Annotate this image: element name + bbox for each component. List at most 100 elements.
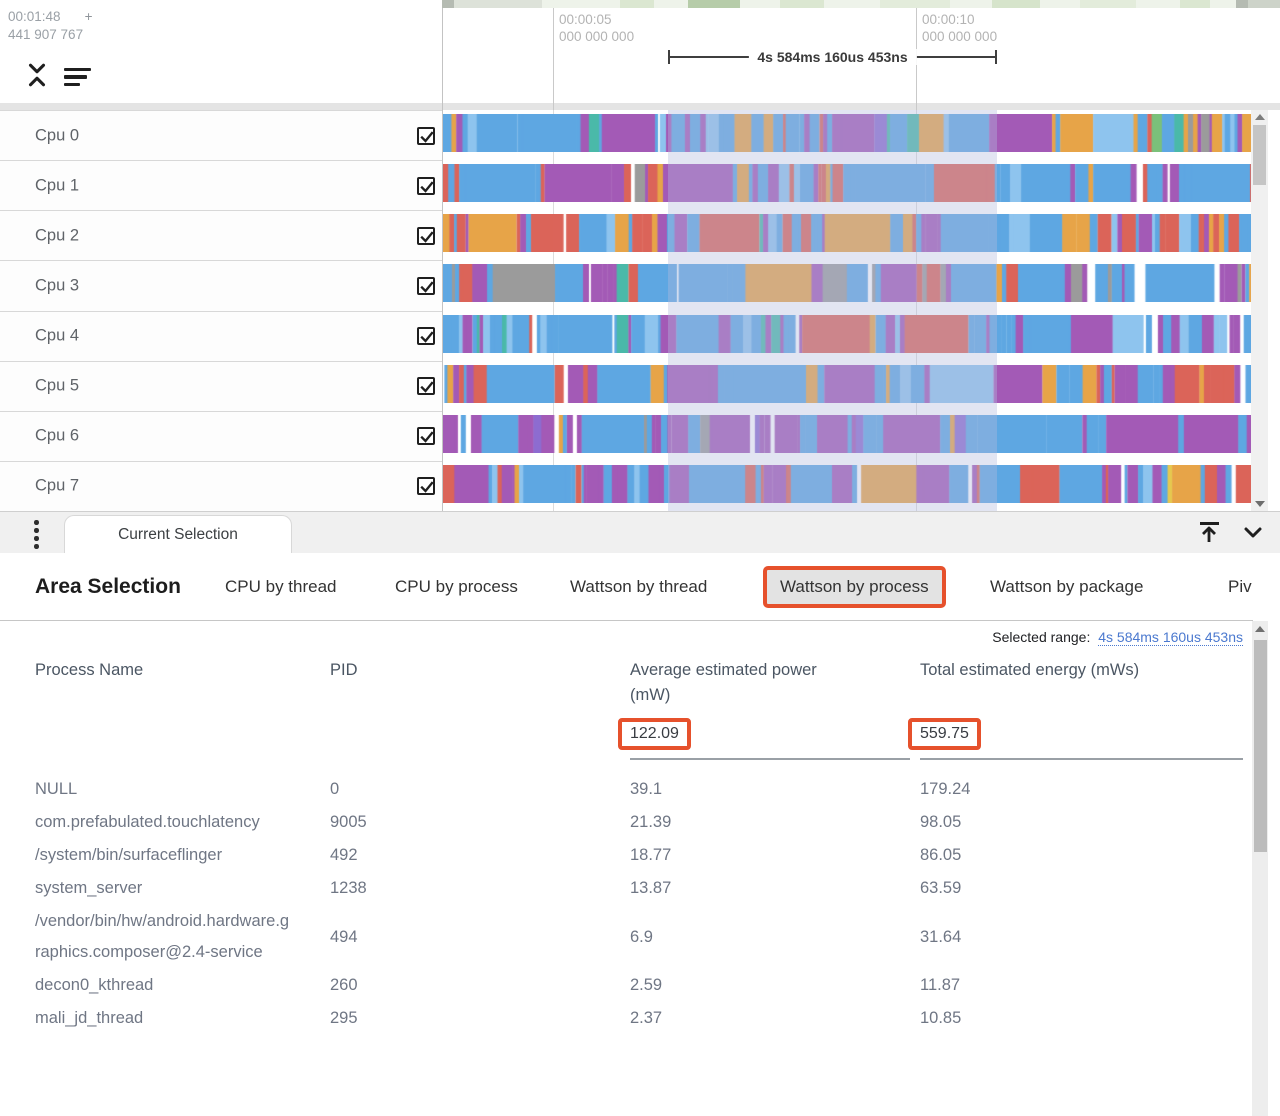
col-pid: PID <box>330 661 358 679</box>
track-label: Cpu 1 <box>35 176 80 195</box>
track-shell: Cpu 0 <box>0 110 442 161</box>
cell-process-name: NULL <box>35 780 78 798</box>
table-row: NULL 0 39.1 179.24 <box>35 773 1243 806</box>
cell-power: 2.37 <box>630 1009 663 1027</box>
cell-energy: 86.05 <box>920 846 962 864</box>
track-row[interactable]: Cpu 1 <box>0 160 1280 211</box>
track-shell: Cpu 3 <box>0 260 442 311</box>
col-avg-power: Average estimated power (mW) <box>630 661 817 704</box>
menu-item-cpu-by-thread[interactable]: CPU by thread <box>225 576 337 596</box>
hover-plus: + <box>84 9 93 24</box>
track-checkbox[interactable] <box>417 327 435 346</box>
timeline-minimap[interactable] <box>442 0 1280 8</box>
selected-range-link[interactable]: 4s 584ms 160us 453ns <box>1098 629 1243 646</box>
minimap-patch <box>1236 0 1248 8</box>
track-checkbox[interactable] <box>417 276 435 295</box>
minimap-patch <box>880 0 950 8</box>
scroll-up-arrow[interactable] <box>1254 114 1265 120</box>
details-scrollbar-thumb[interactable] <box>1254 640 1267 852</box>
details-tab-bar: Current Selection <box>0 511 1280 553</box>
cell-pid: 494 <box>330 927 358 946</box>
table-totals-row: 122.09 559.75 <box>35 718 1243 760</box>
track-canvas[interactable] <box>442 264 1252 303</box>
cell-process-name: decon0_kthread <box>35 976 154 994</box>
track-canvas[interactable] <box>442 414 1252 453</box>
cell-energy: 179.24 <box>920 780 971 798</box>
total-energy-value-annotated: 559.75 <box>908 718 981 750</box>
cell-process-name: /vendor/bin/hw/android.hardware.graphics… <box>35 912 290 961</box>
tracks-scrollbar-thumb[interactable] <box>1253 125 1266 185</box>
hover-nanoseconds: 441 907 767 <box>8 27 84 42</box>
menu-item-wattson-by-thread[interactable]: Wattson by thread <box>570 576 708 596</box>
minimap-patch <box>992 0 1040 8</box>
minimap-patch <box>780 0 824 8</box>
track-row[interactable]: Cpu 3 <box>0 260 1280 311</box>
collapse-panel-chevron-icon[interactable] <box>1240 519 1266 545</box>
table-header-row: Process Name PID Average estimated power… <box>35 658 1243 708</box>
col-total-energy: Total estimated energy (mWs) <box>920 661 1140 679</box>
sort-tracks-icon[interactable] <box>64 64 91 87</box>
tracks-scrollbar[interactable] <box>1251 110 1268 511</box>
collapse-tracks-icon[interactable] <box>26 62 48 88</box>
track-canvas-cell <box>442 361 1280 411</box>
menu-item-cpu-by-process[interactable]: CPU by process <box>395 576 518 596</box>
cell-energy: 31.64 <box>920 927 962 946</box>
menu-item-wattson-by-package[interactable]: Wattson by package <box>990 576 1144 596</box>
cell-pid: 492 <box>330 846 358 864</box>
track-checkbox[interactable] <box>417 126 435 145</box>
track-label: Cpu 5 <box>35 376 80 395</box>
drag-handle-icon[interactable] <box>34 520 39 549</box>
cell-pid: 1238 <box>330 879 367 897</box>
track-shell-boundary <box>442 8 443 511</box>
cell-energy: 11.87 <box>920 976 961 994</box>
expand-panel-icon[interactable] <box>1196 519 1222 545</box>
track-checkbox[interactable] <box>417 477 435 496</box>
track-checkbox[interactable] <box>417 226 435 245</box>
track-shell: Cpu 1 <box>0 160 442 211</box>
track-row[interactable]: Cpu 5 <box>0 360 1280 411</box>
track-canvas[interactable] <box>442 464 1252 503</box>
cell-energy: 63.59 <box>920 879 962 897</box>
ruler-tick-5s: 00:00:05 000 000 000 <box>559 12 635 44</box>
tab-current-selection[interactable]: Current Selection <box>64 515 292 553</box>
table-row: system_server 1238 13.87 63.59 <box>35 872 1243 905</box>
track-canvas-cell <box>442 461 1280 511</box>
track-row[interactable]: Cpu 0 <box>0 110 1280 161</box>
track-label: Cpu 7 <box>35 476 80 495</box>
total-power-value-annotated: 122.09 <box>618 718 691 750</box>
track-checkbox[interactable] <box>417 176 435 195</box>
cell-power: 2.59 <box>630 976 663 994</box>
cell-process-name: com.prefabulated.touchlatency <box>35 813 260 831</box>
track-row[interactable]: Cpu 6 <box>0 410 1280 461</box>
cell-pid: 9005 <box>330 813 367 831</box>
track-label: Cpu 0 <box>35 126 80 145</box>
cell-process-name: mali_jd_thread <box>35 1009 144 1027</box>
minimap-patch <box>1080 0 1136 8</box>
track-canvas[interactable] <box>442 314 1252 353</box>
selection-duration-label: 4s 584ms 160us 453ns <box>748 49 917 65</box>
track-row[interactable]: Cpu 4 <box>0 310 1280 361</box>
wattson-process-table: Process Name PID Average estimated power… <box>35 658 1243 1035</box>
minimap-patch <box>620 0 654 8</box>
track-checkbox[interactable] <box>417 427 435 446</box>
cell-pid: 260 <box>330 976 358 994</box>
scroll-down-arrow[interactable] <box>1254 501 1265 507</box>
track-canvas[interactable] <box>442 164 1252 203</box>
ruler-gridline-5s <box>553 8 554 110</box>
selection-duration-bracket: 4s 584ms 160us 453ns <box>668 49 997 65</box>
track-row[interactable]: Cpu 7 <box>0 460 1280 511</box>
menu-item-piv[interactable]: Piv <box>1228 576 1252 596</box>
track-canvas[interactable] <box>442 114 1252 152</box>
minimap-patch <box>454 0 542 8</box>
details-scrollbar[interactable] <box>1252 621 1268 1116</box>
menu-item-wattson-by-process[interactable]: Wattson by process <box>763 565 946 608</box>
track-canvas[interactable] <box>442 214 1252 253</box>
track-label: Cpu 4 <box>35 326 80 345</box>
track-row[interactable]: Cpu 2 <box>0 210 1280 261</box>
cell-power: 13.87 <box>630 879 672 897</box>
track-checkbox[interactable] <box>417 377 435 396</box>
hover-time: 00:01:48 <box>8 9 61 24</box>
details-scroll-up-arrow[interactable] <box>1255 626 1265 632</box>
track-canvas[interactable] <box>442 364 1252 403</box>
